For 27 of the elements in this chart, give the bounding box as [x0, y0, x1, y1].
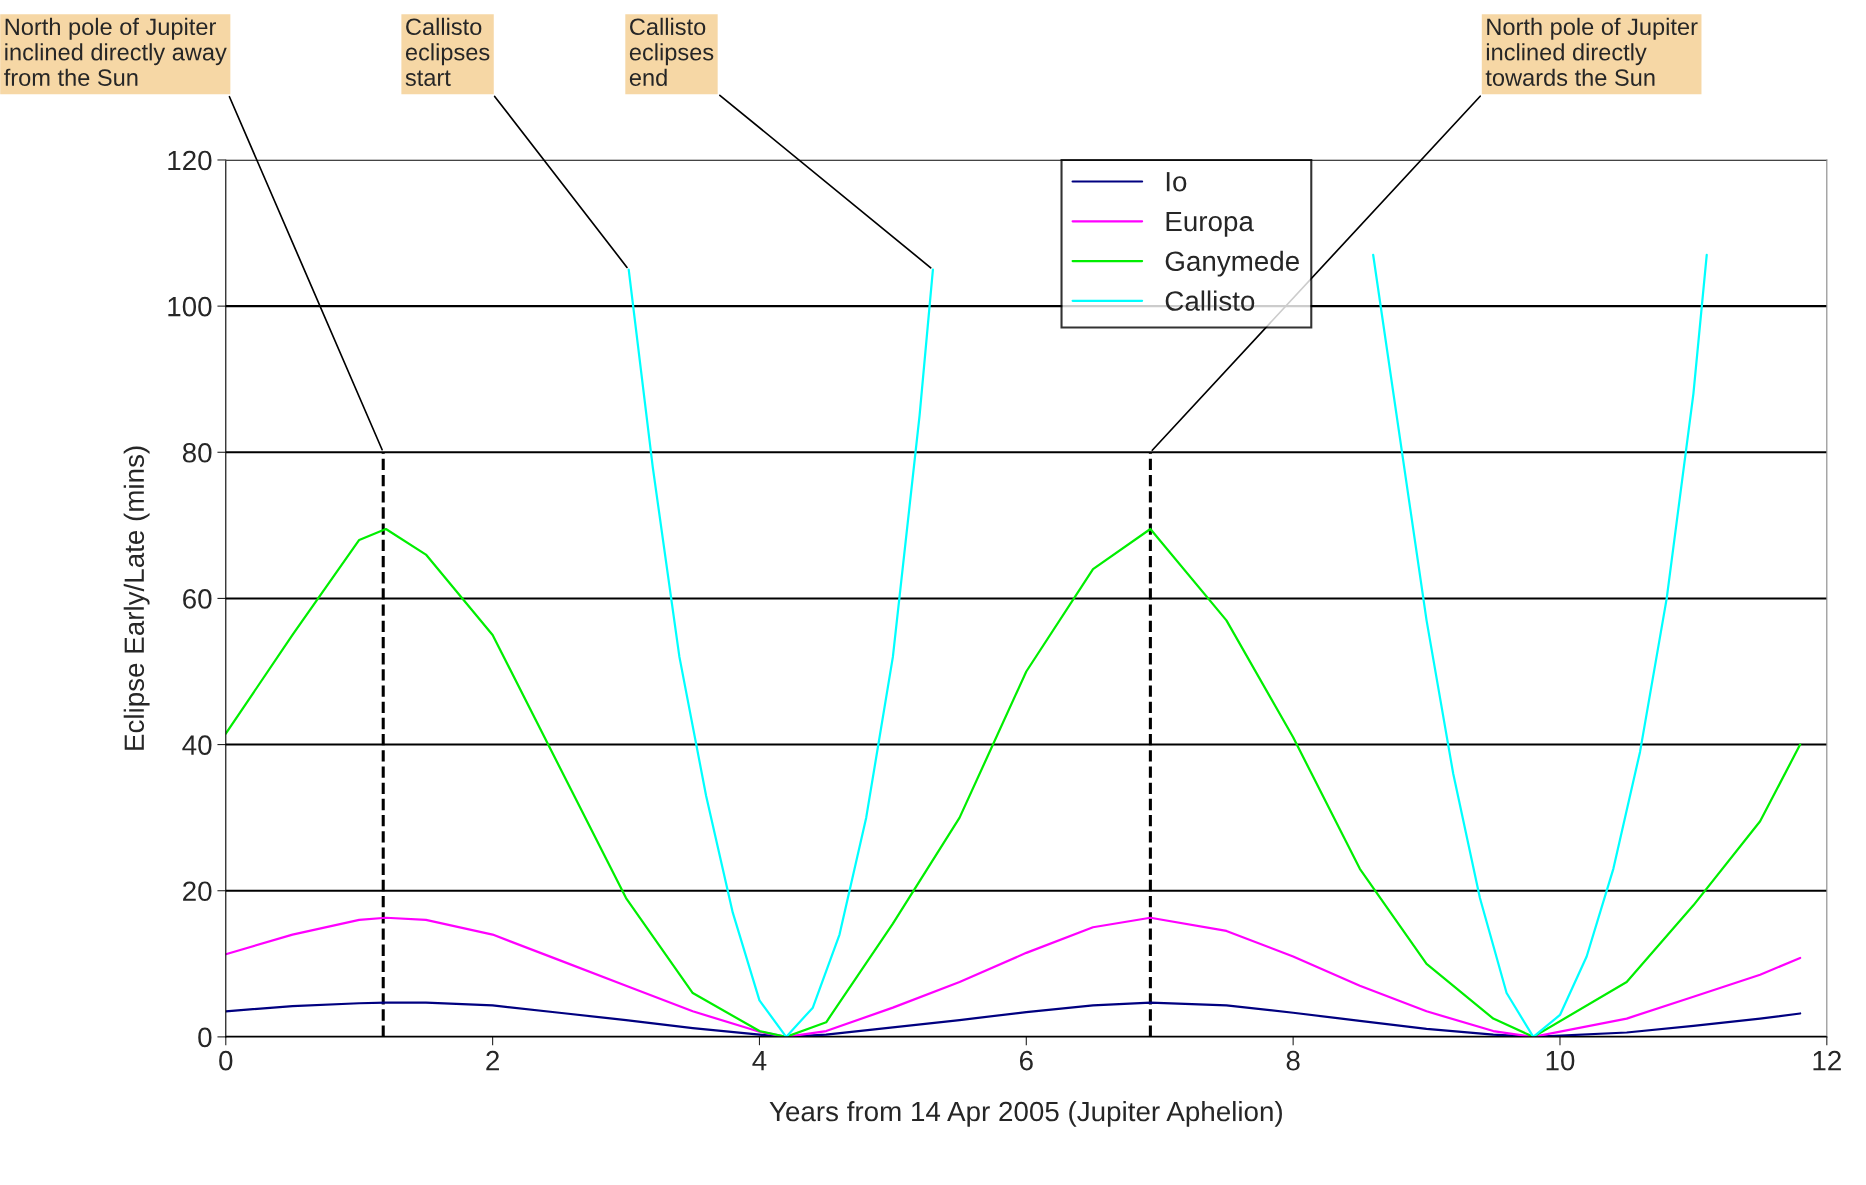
annotation: North pole of Jupiter inclined directly towards the Sun [1485, 17, 1698, 86]
x-axis-title: Years from 14 Apr 2005 (Jupiter Aphelion) [769, 1100, 1282, 1127]
y-tick-label: 0 [198, 1027, 212, 1048]
legend-label: Europa [1166, 211, 1254, 237]
x-tick-label: 6 [1019, 1050, 1033, 1071]
annotation: Callisto eclipses end [629, 17, 714, 86]
line-series [225, 1001, 1802, 1037]
x-tick-label: 10 [1546, 1050, 1575, 1071]
x-tick-label: 12 [1813, 1050, 1841, 1071]
legend-label: Callisto [1165, 290, 1255, 311]
annotation: North pole of Jupiter inclined directly away from the Sun [4, 17, 227, 86]
x-tick-label: 8 [1286, 1050, 1300, 1071]
y-axis-title: Eclipse Early/Late (mins) [123, 446, 150, 750]
line-series [225, 916, 1802, 1037]
y-tick-label: 120 [168, 150, 212, 171]
line-series [225, 527, 1802, 1037]
legend-label: Ganymede [1165, 250, 1299, 277]
annotation: Callisto eclipses start [405, 17, 490, 86]
y-tick-label: 20 [183, 881, 212, 902]
x-tick-label: 2 [486, 1050, 499, 1071]
legend-label: Io [1166, 172, 1187, 192]
y-tick-label: 100 [168, 296, 212, 317]
y-tick-label: 80 [182, 442, 212, 463]
x-tick-label: 4 [752, 1051, 767, 1071]
x-tick-label: 0 [219, 1050, 233, 1071]
y-tick-label: 40 [182, 735, 212, 755]
y-tick-label: 60 [183, 589, 212, 609]
